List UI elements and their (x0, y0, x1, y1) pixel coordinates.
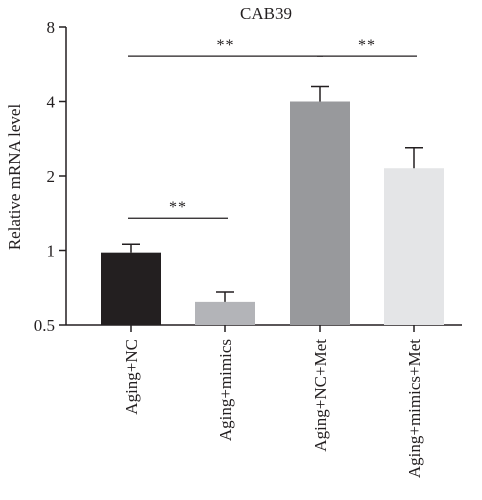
significance-label: ** (169, 199, 187, 216)
y-axis-label: Relative mRNA level (5, 104, 24, 251)
chart-title: CAB39 (240, 4, 292, 23)
y-tick-label: 4 (47, 93, 56, 112)
significance-label: ** (358, 37, 376, 54)
bar (290, 101, 350, 325)
y-tick-label: 2 (47, 167, 56, 186)
significance-label: ** (217, 37, 235, 54)
x-tick-label: Aging+mimics (216, 339, 235, 441)
y-tick-label: 8 (47, 18, 56, 37)
x-tick-label: Aging+NC (122, 339, 141, 415)
bar (384, 168, 444, 325)
x-tick-label: Aging+mimics+Met (405, 339, 424, 478)
bar (195, 301, 255, 325)
y-tick-label: 0.5 (34, 316, 55, 335)
plot-area: 0.5 1 2 4 8 Aging+NC Aging+mimics Aging+NC+Met A… (34, 18, 462, 478)
x-tick-label: Aging+NC+Met (311, 339, 330, 452)
bar (101, 252, 161, 325)
y-tick-label: 1 (47, 242, 56, 261)
